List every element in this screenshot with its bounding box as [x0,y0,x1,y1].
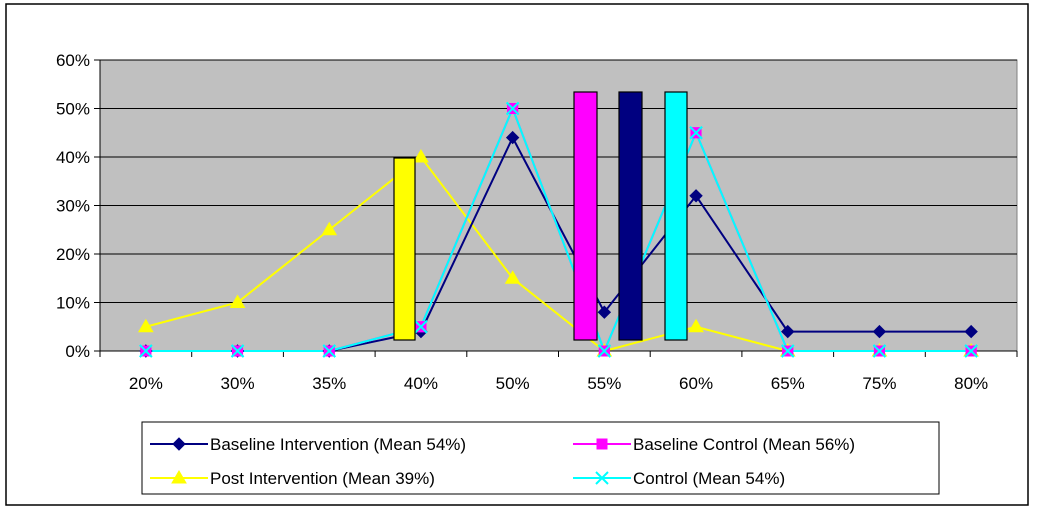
data-point [781,324,795,339]
data-point [504,270,521,284]
x-tick-label: 30% [221,374,255,393]
data-point [505,101,520,116]
legend-label: Post Intervention (Mean 39%) [210,469,435,488]
data-point [139,344,153,358]
data-point [413,149,429,163]
data-point [689,126,703,140]
data-point [597,344,612,358]
mean-bar [664,91,688,341]
y-tick-label: 10% [56,294,90,313]
x-tick-label: 40% [404,374,438,393]
data-point [322,344,336,358]
legend: Baseline Intervention (Mean 54%) Baseline… [141,421,940,495]
legend-label: Control (Mean 54%) [633,469,785,488]
legend-marker [595,471,609,485]
data-point [964,324,978,339]
data-point [230,344,245,358]
x-tick-label: 75% [862,374,896,393]
plot-area: 0% 10% 20% 30% 40% 50% 60% 20% 30% 35% 40% 50% 55% 60… [56,51,1018,393]
legend-label: Baseline Control (Mean 56%) [633,435,855,454]
mean-bar [618,91,643,341]
y-tick-label: 30% [56,197,90,216]
legend-box [141,421,940,495]
data-point [414,320,428,334]
mean-bar [393,157,416,341]
y-tick-label: 0% [65,342,90,361]
data-point [597,305,612,319]
data-point [872,324,887,339]
x-tick-label: 35% [312,374,346,393]
x-tick-label: 50% [496,374,530,393]
x-tick-label: 80% [954,374,988,393]
y-tick-label: 50% [56,100,90,119]
data-point [872,344,887,358]
y-tick-label: 60% [56,51,90,70]
legend-marker [172,437,186,451]
x-tick-label: 65% [771,374,805,393]
x-tick-label: 20% [129,374,163,393]
data-point [688,318,704,333]
y-tick-label: 20% [56,245,90,264]
series-line [145,105,972,354]
data-point [505,130,520,145]
legend-marker [596,438,608,450]
legend-marker [171,470,187,484]
data-point [229,294,246,308]
x-tick-label: 55% [587,374,621,393]
data-point [964,344,978,358]
data-point [689,189,703,203]
data-point [781,344,795,358]
data-point [321,221,338,236]
x-tick-label: 60% [679,374,713,393]
y-tick-label: 40% [56,148,90,167]
mean-bar [573,91,598,341]
data-point [137,318,154,333]
legend-label: Baseline Intervention (Mean 54%) [210,435,466,454]
